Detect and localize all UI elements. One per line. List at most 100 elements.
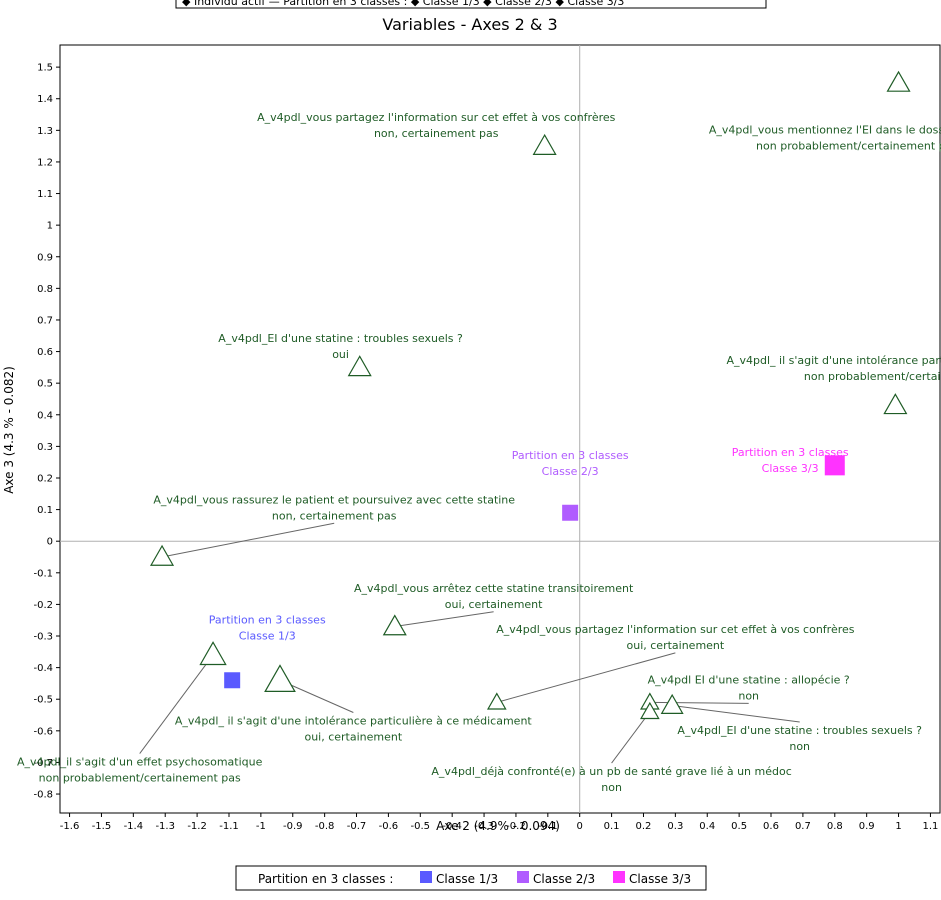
leader-line [161, 522, 335, 558]
x-tick-label: -1.4 [124, 821, 144, 832]
variable-label: non [789, 740, 810, 753]
variable-label: A_v4pdl_déjà confronté(e) à un pb de san… [431, 765, 791, 778]
y-tick-label: 1.4 [37, 94, 53, 105]
x-tick-label: -0.9 [283, 821, 303, 832]
variable-label: oui [332, 348, 349, 361]
variable-label: A_v4pdl_vous partagez l'information sur … [257, 111, 616, 124]
x-tick-label: -0.3 [474, 821, 494, 832]
x-tick-label: -0.7 [347, 821, 367, 832]
variable-point-triangle [660, 693, 684, 714]
y-tick-label: 0.6 [37, 347, 53, 358]
y-tick-label: -0.8 [33, 790, 53, 801]
x-tick-label: 0.5 [731, 821, 747, 832]
variable-label: A_v4pdl_EI d'une statine : troubles sexu… [677, 724, 922, 737]
y-tick-label: 0.3 [37, 442, 53, 453]
x-tick-label: -1.6 [60, 821, 80, 832]
x-tick-label: -1 [256, 821, 266, 832]
x-tick-label: 0.3 [667, 821, 683, 832]
chart-title: Variables - Axes 2 & 3 [382, 15, 557, 34]
x-tick-label: -1.3 [155, 821, 175, 832]
x-tick-label: 0.7 [795, 821, 811, 832]
class-label: Classe 1/3 [239, 629, 296, 642]
x-tick-label: -1.5 [92, 821, 112, 832]
leader-line [496, 652, 676, 703]
variable-label: oui, certainement [304, 731, 402, 744]
variable-point-triangle [486, 692, 507, 710]
top-legend-fragment: ◆ Individu actif — Partition en 3 classe… [182, 0, 624, 8]
y-tick-label: 1.3 [37, 126, 53, 137]
class-label: Classe 3/3 [762, 462, 819, 475]
variable-label: A_v4pdl_vous rassurez le patient et pour… [153, 493, 515, 506]
top-legend-box [175, 0, 767, 9]
class-label: Classe 2/3 [542, 465, 599, 478]
legend-swatch [420, 871, 432, 883]
x-tick-label: 0.6 [763, 821, 779, 832]
x-tick-label: -0.2 [506, 821, 526, 832]
x-tick-label: -0.8 [315, 821, 335, 832]
variable-point-triangle [640, 701, 660, 720]
legend-entry: Classe 2/3 [533, 872, 595, 886]
x-tick-label: 0 [577, 821, 583, 832]
variable-point-triangle [347, 355, 372, 377]
legend-swatch [613, 871, 625, 883]
variable-label: A_v4pdl_il s'agit d'un effet psychosomat… [17, 756, 263, 769]
y-tick-label: -0.6 [33, 726, 53, 737]
x-tick-label: 1.1 [922, 821, 938, 832]
class-label: Partition en 3 classes [512, 449, 629, 462]
variable-point-triangle [199, 641, 227, 666]
y-tick-label: 1.5 [37, 63, 53, 74]
legend-entry: Classe 1/3 [436, 872, 498, 886]
variable-point-triangle [264, 664, 296, 692]
x-tick-label: -1.2 [187, 821, 207, 832]
x-tick-label: -0.5 [411, 821, 431, 832]
variable-label: non [738, 689, 759, 702]
y-tick-label: -0.1 [33, 568, 53, 579]
y-tick-label: -0.5 [33, 695, 53, 706]
variable-label: A_v4pdl_vous partagez l'information sur … [496, 623, 855, 636]
variable-label: non probablement/certainement pas [39, 772, 241, 785]
variable-label: non [601, 781, 622, 794]
leader-line [394, 611, 494, 628]
y-tick-label: 0.2 [37, 473, 53, 484]
x-axis-label: Axe 2 (4.9% - 0.094) [436, 819, 560, 833]
x-tick-label: -0.1 [538, 821, 558, 832]
y-tick-label: -0.4 [33, 663, 53, 674]
class-centroid-square [562, 504, 579, 521]
class-label: Partition en 3 classes [209, 613, 326, 626]
class-centroid-square [224, 672, 241, 689]
variable-label: A_v4pdl_ il s'agit d'une intolérance par… [726, 354, 941, 367]
variable-label: non probablement/certainement pas [804, 370, 941, 383]
x-tick-label: 1 [895, 821, 901, 832]
x-tick-label: -1.1 [219, 821, 239, 832]
variable-point-triangle [149, 544, 175, 566]
legend: Partition en 3 classes : Classe 1/3 Classe… [235, 865, 707, 891]
x-tick-label: -0.6 [379, 821, 399, 832]
x-tick-label: 0.2 [636, 821, 652, 832]
variable-point-triangle [382, 614, 407, 636]
y-tick-label: 1.2 [37, 157, 53, 168]
class-label: Partition en 3 classes [732, 446, 849, 459]
leader-line [649, 701, 749, 704]
variable-label: A_v4pdl_vous mentionnez l'EI dans le dos… [709, 123, 941, 136]
legend-box [235, 865, 707, 891]
leader-line [139, 654, 214, 754]
y-tick-label: -0.7 [33, 758, 53, 769]
x-tick-label: 0.8 [827, 821, 843, 832]
leader-line [611, 711, 651, 764]
y-axis-label: Axe 3 (4.3 % - 0.082) [2, 366, 16, 494]
x-tick-label: 0.1 [604, 821, 620, 832]
variable-label: non probablement/certainement pas [756, 139, 941, 152]
class-centroid-square [824, 455, 845, 476]
legend-title: Partition en 3 classes : [258, 872, 393, 886]
variable-point-triangle [883, 393, 908, 415]
y-tick-label: 0.5 [37, 379, 53, 390]
y-tick-label: 0.7 [37, 315, 53, 326]
legend-entry: Classe 3/3 [629, 872, 691, 886]
legend-swatch [517, 871, 529, 883]
y-tick-label: 0.9 [37, 252, 53, 263]
variable-label: oui, certainement [445, 598, 543, 611]
variable-label: A_v4pdl_ il s'agit d'une intolérance par… [175, 715, 533, 728]
x-tick-label: 0.9 [859, 821, 875, 832]
y-tick-label: 1.1 [37, 189, 53, 200]
